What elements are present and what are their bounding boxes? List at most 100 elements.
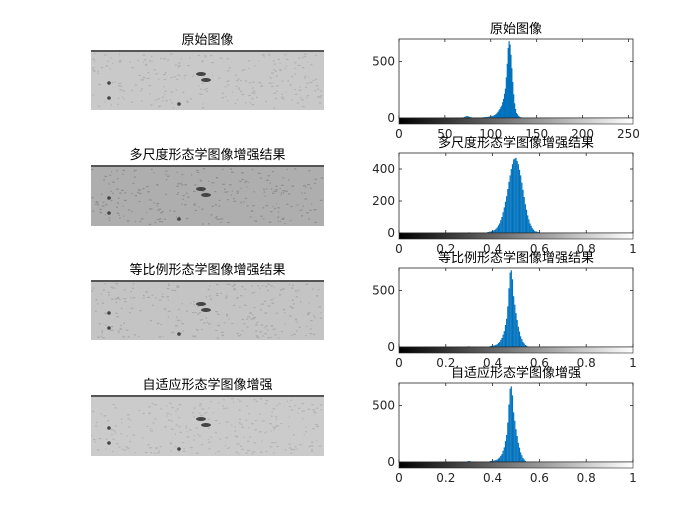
image-texture [94,441,97,443]
image-texture [197,54,201,56]
image-texture [158,78,160,80]
image-texture [309,81,313,84]
image-texture [125,329,129,331]
image-texture [297,412,299,414]
image-texture [112,329,114,331]
image-texture [208,289,210,291]
image-texture [307,184,310,186]
image-texture [222,183,226,185]
image-texture [251,292,254,294]
image-defect-mark [177,447,181,451]
image-texture [241,93,245,96]
image-texture [238,335,241,337]
image-texture [284,449,287,451]
image-texture [308,76,310,78]
histogram-bar [493,115,496,118]
image-texture [131,192,133,194]
image-texture [139,310,142,312]
image-texture [258,60,260,62]
image-texture [170,443,172,445]
image-texture [171,102,173,104]
image-texture [301,99,304,101]
image-texture [137,189,141,191]
image-texture [161,221,163,223]
image-texture [96,72,99,74]
image-texture [241,426,245,428]
image-texture [270,285,273,287]
x-tick-label: 0 [395,242,403,256]
image-texture [142,54,146,56]
image-texture [156,203,160,205]
image-texture [146,186,149,188]
image-texture [107,60,109,62]
image-texture [114,298,117,300]
image-texture [201,82,204,84]
image-texture [176,219,179,221]
image-texture [267,283,270,285]
image-texture [262,285,264,287]
image-texture [243,201,245,203]
image-texture [117,296,120,299]
image-texture [210,298,213,300]
histogram-bar-fill [469,116,471,118]
image-texture [318,289,320,291]
image-texture [156,322,160,325]
image-texture [94,203,96,205]
image-texture [216,177,218,179]
image-texture [214,191,217,193]
image-defect-mark [196,417,206,421]
image-texture [202,75,205,77]
image-texture [118,214,120,216]
image-texture [201,190,205,192]
image-texture [127,209,130,211]
image-texture [170,420,173,422]
histogram-bar-fill [467,116,469,118]
image-texture [289,306,293,308]
image-texture [225,421,229,423]
image-texture [314,90,317,92]
histogram-3: 等比例形态学图像增强结果 0 500 0 0.2 0.4 0.6 0.8 1 [372,250,637,370]
image-texture [320,177,324,179]
image-texture [239,306,241,308]
histogram-bar [534,231,536,233]
image-texture [195,427,198,429]
image-texture [120,433,122,435]
image-texture [239,90,243,92]
image-texture [251,104,255,106]
image-texture [249,312,252,314]
histogram-bar-fill [511,164,514,233]
image-texture [298,57,300,59]
histogram-bar [495,114,497,118]
image-texture [234,435,237,437]
histogram-bar [515,157,517,233]
image-texture [114,407,117,409]
image-texture [251,314,254,316]
image-texture [296,321,298,323]
image-texture [116,316,119,318]
image-texture [213,412,214,414]
histogram-bar-fill [487,116,489,118]
image-texture [141,218,143,220]
image-texture [114,425,117,427]
image-texture [118,85,121,87]
image-texture [317,88,320,90]
image-texture [202,103,204,105]
image-title: 多尺度形态学图像增强结果 [129,147,285,163]
image-texture [132,297,136,299]
image-texture [121,189,124,191]
image-texture [225,297,228,299]
image-texture [132,182,135,184]
image-texture [199,179,203,181]
image-texture [122,169,126,171]
image-texture [253,65,256,67]
image-texture [165,170,168,172]
image-texture [259,431,262,433]
x-tick-label: 0.8 [577,242,596,256]
image-texture [302,205,304,207]
image-texture [253,399,256,401]
image-texture [210,62,214,64]
image-texture [270,188,273,190]
image-texture [251,98,254,100]
histogram-bar-fill [518,331,521,347]
image-texture [117,97,120,99]
